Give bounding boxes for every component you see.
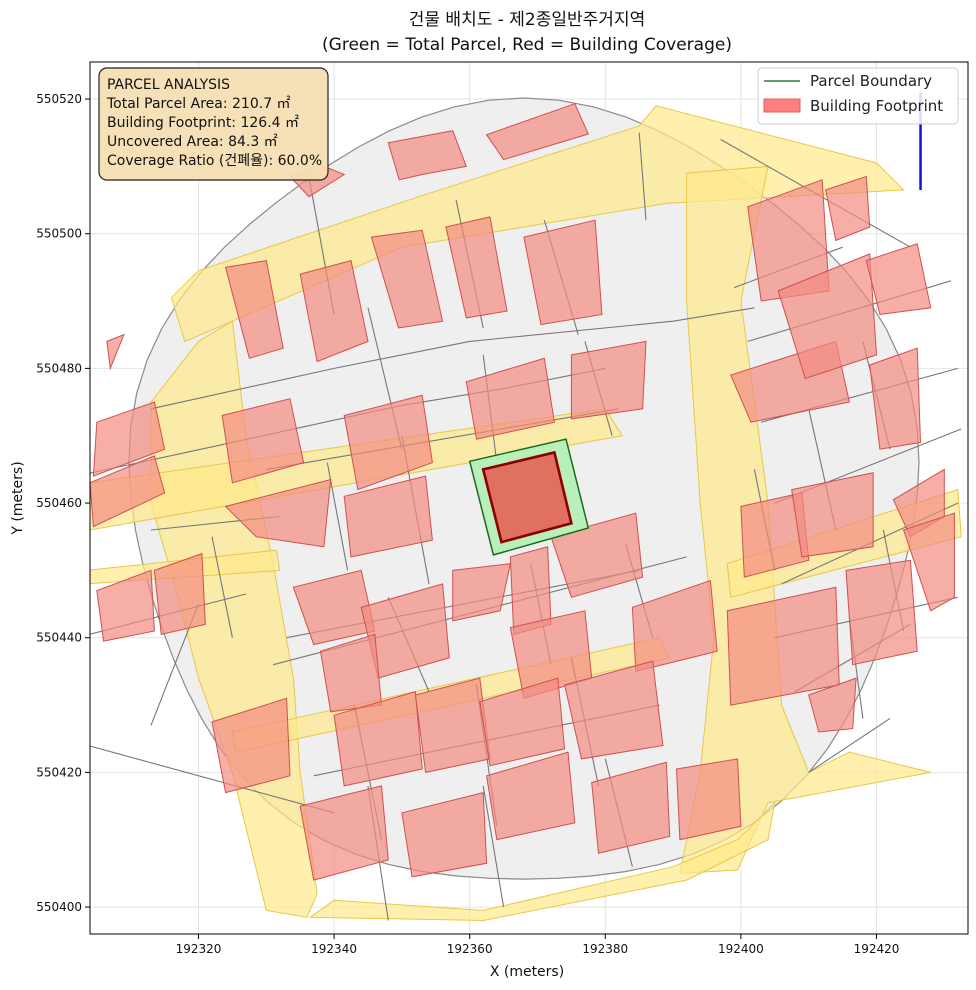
building-footprint bbox=[221, 398, 305, 484]
parcel-line bbox=[266, 408, 619, 470]
x-tick-label: 192340 bbox=[311, 942, 357, 956]
x-tick-label: 192360 bbox=[447, 942, 493, 956]
target-building bbox=[481, 450, 573, 544]
x-tick-label: 192380 bbox=[582, 942, 628, 956]
building-footprint bbox=[333, 690, 423, 787]
building-footprint bbox=[465, 357, 555, 440]
chart-subtitle: (Green = Total Parcel, Red = Building Co… bbox=[322, 35, 732, 55]
building-footprint bbox=[486, 751, 576, 841]
building-footprint bbox=[902, 512, 955, 612]
building-footprint bbox=[570, 340, 647, 420]
building-footprint bbox=[591, 761, 671, 854]
legend-swatch-building bbox=[763, 98, 801, 113]
parcel-line bbox=[482, 785, 505, 908]
building-footprint bbox=[564, 660, 664, 760]
annotation-heading: PARCEL ANALYSIS bbox=[107, 77, 230, 93]
x-axis-label: X (meters) bbox=[490, 964, 564, 980]
chart-title: 건물 배치도 - 제2종일반주거지역 bbox=[409, 10, 645, 30]
building-footprint bbox=[740, 492, 810, 578]
building-footprint bbox=[401, 791, 488, 878]
x-ticks: 192320 192340 192360 192380 192400 192420 bbox=[176, 934, 900, 956]
annotation-line: Building Footprint: 126.4 ㎡ bbox=[107, 115, 299, 131]
building-footprint bbox=[211, 697, 291, 794]
road-overlay bbox=[308, 801, 776, 922]
building-footprint bbox=[343, 475, 433, 558]
building-footprints bbox=[90, 103, 955, 881]
x-tick-label: 192400 bbox=[718, 942, 764, 956]
y-tick-label: 550460 bbox=[36, 496, 82, 510]
legend: Parcel Boundary Building Footprint bbox=[757, 67, 959, 125]
x-tick-label: 192320 bbox=[176, 942, 222, 956]
building-footprint bbox=[485, 103, 589, 161]
building-footprint bbox=[479, 677, 566, 767]
building-footprint bbox=[452, 563, 512, 622]
building-footprint bbox=[825, 175, 871, 242]
annotation-line: Total Parcel Area: 210.7 ㎡ bbox=[106, 96, 291, 112]
parcel-line bbox=[90, 745, 335, 814]
building-footprint bbox=[387, 130, 467, 181]
annotation-box: PARCEL ANALYSIS Total Parcel Area: 210.7… bbox=[98, 67, 329, 181]
building-footprint bbox=[92, 401, 166, 477]
building-footprint bbox=[675, 758, 742, 841]
building-footprint bbox=[224, 260, 284, 359]
building-footprint bbox=[845, 559, 918, 666]
y-axis-label: Y (meters) bbox=[10, 461, 26, 535]
building-footprint bbox=[631, 579, 718, 673]
building-footprint bbox=[370, 229, 444, 329]
axes-frame bbox=[89, 61, 969, 935]
y-tick-label: 550440 bbox=[36, 631, 82, 645]
x-tick-label: 192420 bbox=[854, 942, 900, 956]
y-tick-label: 550520 bbox=[36, 92, 82, 106]
y-tick-label: 550500 bbox=[36, 227, 82, 241]
building-footprint bbox=[414, 677, 491, 774]
building-footprint bbox=[299, 785, 389, 881]
building-footprint bbox=[550, 512, 644, 598]
building-footprint bbox=[791, 472, 874, 558]
parcel-line bbox=[150, 307, 755, 410]
legend-label-parcel: Parcel Boundary bbox=[810, 72, 932, 90]
annotation-line: Coverage Ratio (건폐율): 60.0% bbox=[107, 153, 322, 169]
legend-label-building: Building Footprint bbox=[810, 97, 943, 115]
building-footprint bbox=[299, 259, 369, 363]
building-footprint bbox=[90, 455, 166, 528]
parcel-line bbox=[808, 718, 891, 773]
building-footprint bbox=[153, 552, 206, 636]
y-tick-label: 550480 bbox=[36, 361, 82, 375]
road-overlay bbox=[170, 105, 905, 343]
building-footprint bbox=[96, 569, 155, 642]
building-footprint bbox=[106, 333, 125, 371]
y-tick-label: 550420 bbox=[36, 765, 82, 779]
building-footprint bbox=[523, 219, 603, 326]
building-footprint bbox=[808, 677, 857, 733]
building-footprint bbox=[224, 478, 332, 548]
building-footprint bbox=[445, 216, 508, 319]
building-footprint bbox=[865, 243, 932, 316]
building-footprint bbox=[869, 347, 922, 450]
parcel-line bbox=[211, 536, 233, 638]
y-ticks: 550400 550420 550440 550460 550480 550500 5505… bbox=[36, 92, 90, 914]
legend-frame bbox=[757, 67, 959, 125]
y-tick-label: 550400 bbox=[36, 900, 82, 914]
annotation-line: Uncovered Area: 84.3 ㎡ bbox=[107, 134, 278, 150]
building-footprint bbox=[343, 394, 433, 491]
parcel-line bbox=[638, 132, 647, 221]
building-footprint bbox=[777, 253, 878, 380]
